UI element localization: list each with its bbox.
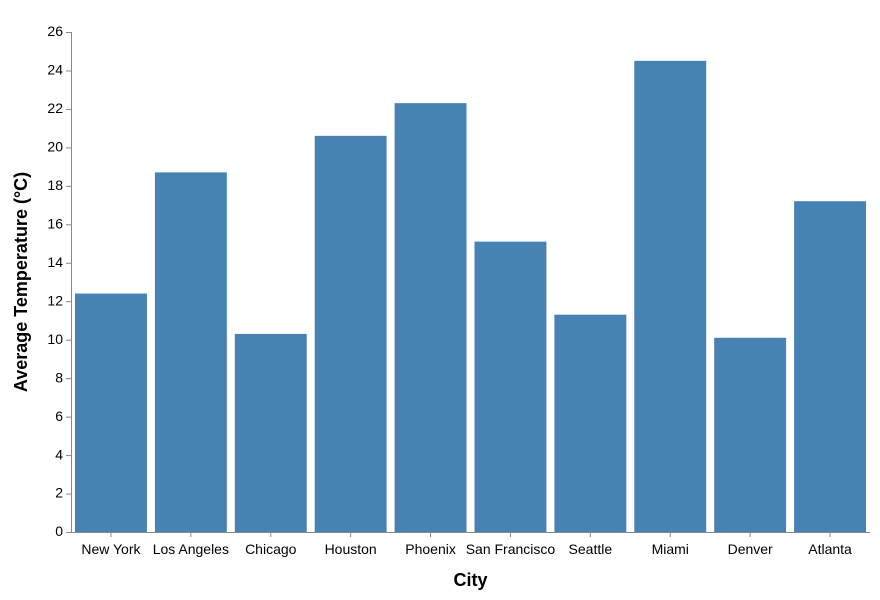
x-tick-label: Houston: [325, 541, 377, 557]
y-tick-label: 0: [55, 523, 63, 539]
bar-new-york: [75, 293, 147, 532]
y-tick-label: 20: [47, 139, 63, 155]
x-tick-label: New York: [81, 541, 141, 557]
bar-chicago: [234, 333, 307, 532]
bar-phoenix: [394, 103, 467, 533]
y-tick-label: 8: [55, 369, 63, 385]
y-tick-label: 4: [55, 446, 63, 462]
y-tick-label: 22: [47, 100, 63, 116]
x-tick-label: Seattle: [569, 541, 613, 557]
y-tick-label: 6: [55, 408, 63, 424]
y-tick-label: 2: [55, 485, 63, 501]
bars-group: [75, 60, 867, 533]
bar-atlanta: [794, 201, 867, 533]
bar-miami: [634, 60, 707, 532]
y-tick-label: 18: [47, 177, 63, 193]
x-tick-label: Phoenix: [405, 541, 456, 557]
x-tick-label: Atlanta: [808, 541, 852, 557]
y-tick-label: 24: [47, 62, 63, 78]
y-tick-label: 16: [47, 216, 63, 232]
bar-houston: [314, 135, 387, 532]
x-axis-title: City: [453, 570, 487, 590]
x-tick-label: Chicago: [245, 541, 297, 557]
x-tick-label: Denver: [728, 541, 773, 557]
x-axis: New York Los Angeles Chicago Houston Phoenix…: [71, 532, 870, 557]
bar-denver: [714, 337, 787, 532]
y-axis-title: Average Temperature (°C): [11, 172, 31, 392]
bar-seattle: [554, 314, 627, 532]
y-tick-label: 14: [47, 254, 63, 270]
bar-san-francisco: [474, 241, 547, 532]
y-tick-label: 10: [47, 331, 63, 347]
x-tick-label: Miami: [652, 541, 689, 557]
y-tick-label: 26: [47, 23, 63, 39]
y-tick-label: 12: [47, 292, 63, 308]
x-tick-label: San Francisco: [466, 541, 556, 557]
bar-los-angeles: [154, 172, 227, 532]
x-tick-label: Los Angeles: [153, 541, 229, 557]
